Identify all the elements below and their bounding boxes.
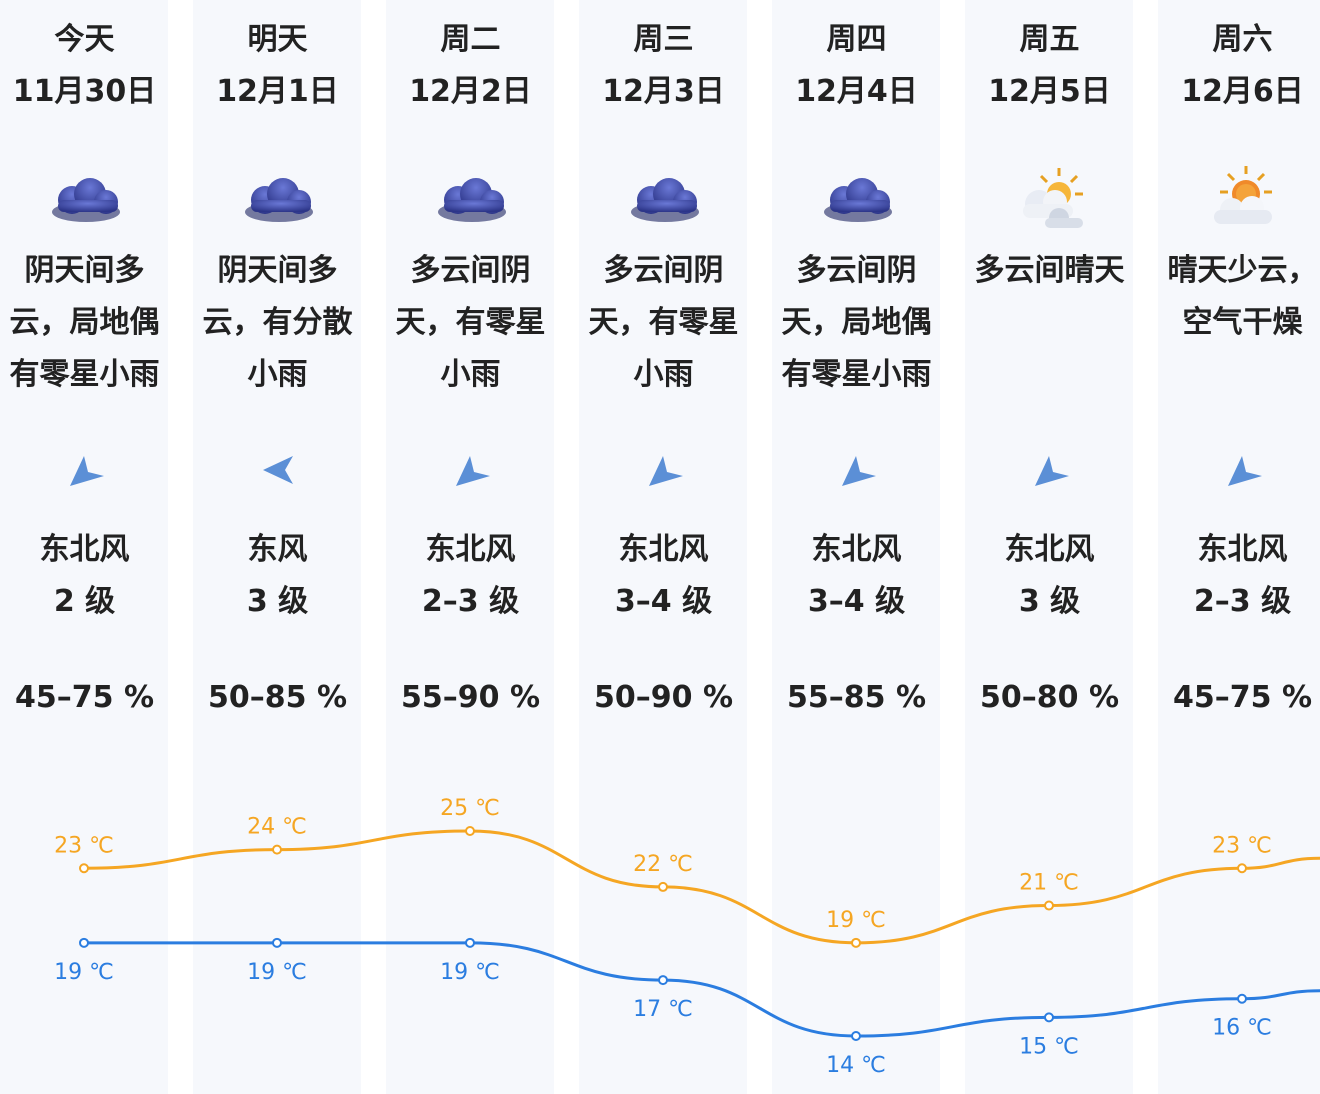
date-label: 11月30日 [12, 74, 157, 109]
high-temp-line [83, 829, 1320, 945]
wind-direction: 东北风 [618, 532, 709, 567]
low-temp-point [465, 937, 475, 948]
low-temp-label: 15 ℃ [1019, 1034, 1079, 1059]
partly-cloudy-icon [999, 164, 1099, 234]
low-temp-point [79, 937, 89, 948]
wind-level: 3 级 [246, 584, 309, 619]
wind-level: 2 级 [53, 584, 116, 619]
humidity-range: 45–75 % [15, 680, 154, 715]
high-temp-label: 23 ℃ [1212, 833, 1272, 858]
wind-direction-icon [1212, 446, 1272, 496]
forecast-day-column: 周三 12月3日 多云间阴 天，有零星 小雨 东北风 3–4 级 50–90 % [567, 0, 760, 1094]
day-label: 周三 [633, 22, 694, 57]
day-label: 周四 [826, 22, 887, 57]
cloudy-icon [613, 164, 713, 234]
humidity-range: 50–85 % [208, 680, 347, 715]
weather-description: 阴天间多 云，局地偶 有零星小雨 [9, 253, 160, 392]
day-label: 周六 [1212, 22, 1273, 57]
cloudy-icon [34, 164, 134, 234]
low-temp-label: 19 ℃ [247, 960, 307, 985]
high-temp-label: 22 ℃ [633, 852, 693, 877]
high-temp-point [658, 881, 668, 892]
sunny-cloud-icon [1192, 164, 1292, 234]
humidity-range: 55–90 % [401, 680, 540, 715]
wind-direction: 东北风 [1004, 532, 1095, 567]
forecast-day-column: 周六 12月6日 晴天少云， 空气干燥 东北风 2–3 级 45–75 % [1146, 0, 1320, 1094]
high-temp-label: 25 ℃ [440, 796, 500, 821]
forecast-day-column: 明天 12月1日 阴天间多 云，有分散 小雨 东风 3 级 50–85 % [181, 0, 374, 1094]
cloudy-icon [420, 164, 520, 234]
low-temp-point [1237, 993, 1247, 1004]
date-label: 12月4日 [795, 74, 918, 109]
humidity-range: 50–90 % [594, 680, 733, 715]
high-temp-label: 23 ℃ [54, 833, 114, 858]
date-label: 12月2日 [409, 74, 532, 109]
date-label: 12月1日 [216, 74, 339, 109]
wind-level: 3–4 级 [807, 584, 906, 619]
weather-description: 多云间阴 天，有零星 小雨 [395, 253, 546, 392]
wind-direction-icon [54, 446, 114, 496]
wind-level: 2–3 级 [1193, 584, 1292, 619]
weather-description: 阴天间多 云，有分散 小雨 [202, 253, 353, 392]
day-label: 周五 [1019, 22, 1080, 57]
wind-level: 2–3 级 [421, 584, 520, 619]
low-temp-point [272, 937, 282, 948]
humidity-range: 55–85 % [787, 680, 926, 715]
day-label: 明天 [247, 22, 308, 57]
high-temp-point [465, 826, 475, 836]
wind-direction: 东北风 [425, 532, 516, 567]
date-label: 12月6日 [1181, 74, 1304, 109]
wind-direction: 东北风 [811, 532, 902, 567]
low-temp-label: 19 ℃ [440, 960, 500, 985]
humidity-range: 45–75 % [1173, 680, 1312, 715]
day-label: 周二 [440, 22, 501, 57]
forecast-day-column: 周五 12月5日 多云间晴天 东北风 3 级 50–80 % [953, 0, 1146, 1094]
wind-level: 3–4 级 [614, 584, 713, 619]
wind-direction: 东北风 [39, 532, 130, 567]
low-temp-line [83, 941, 1320, 1038]
temperature-chart: 23 ℃ 24 ℃ 25 ℃ 22 ℃ 19 ℃ 21 ℃ 23 ℃ 19 ℃ 19 ℃ 19 ℃… [54, 796, 1320, 1078]
weather-description: 多云间阴 天，有零星 小雨 [588, 253, 739, 392]
forecast-day-column: 周二 12月2日 多云间阴 天，有零星 小雨 东北风 2–3 级 55–90 % [374, 0, 567, 1094]
low-temp-label: 14 ℃ [826, 1053, 886, 1078]
wind-level: 3 级 [1018, 584, 1081, 619]
forecast-day-column: 今天 11月30日 阴天间多 云，局地偶 有零星小雨 东北风 2 级 45–75… [0, 0, 181, 1094]
high-temp-point [1237, 863, 1247, 874]
low-temp-label: 19 ℃ [54, 960, 114, 985]
day-label: 今天 [54, 22, 115, 57]
forecast-day-column: 周四 12月4日 多云间阴 天，局地偶 有零星小雨 东北风 3–4 级 55–8… [760, 0, 953, 1094]
low-temp-label: 17 ℃ [633, 997, 693, 1022]
weather-description: 多云间阴 天，局地偶 有零星小雨 [781, 253, 932, 392]
weather-description: 多云间晴天 [974, 253, 1125, 288]
humidity-range: 50–80 % [980, 680, 1119, 715]
low-temp-point [851, 1031, 861, 1041]
cloudy-icon [806, 164, 906, 234]
high-temp-label: 21 ℃ [1019, 871, 1079, 896]
weather-description: 晴天少云， 空气干燥 [1167, 253, 1318, 340]
high-temp-point [272, 844, 282, 855]
low-temp-point [658, 975, 668, 986]
wind-direction-icon [1019, 446, 1079, 496]
wind-direction: 东风 [247, 532, 308, 567]
cloudy-icon [227, 164, 327, 234]
date-label: 12月5日 [988, 74, 1111, 109]
wind-direction: 东北风 [1197, 532, 1288, 567]
high-temp-label: 24 ℃ [247, 815, 307, 840]
wind-direction-icon [633, 446, 693, 496]
high-temp-label: 19 ℃ [826, 908, 886, 933]
low-temp-point [1044, 1012, 1054, 1023]
wind-direction-icon [826, 446, 886, 496]
high-temp-point [79, 863, 89, 874]
wind-direction-icon [440, 446, 500, 496]
low-temp-label: 16 ℃ [1212, 1016, 1272, 1041]
date-label: 12月3日 [602, 74, 725, 109]
wind-direction-icon [247, 446, 307, 496]
high-temp-point [851, 937, 861, 948]
high-temp-point [1044, 900, 1054, 911]
